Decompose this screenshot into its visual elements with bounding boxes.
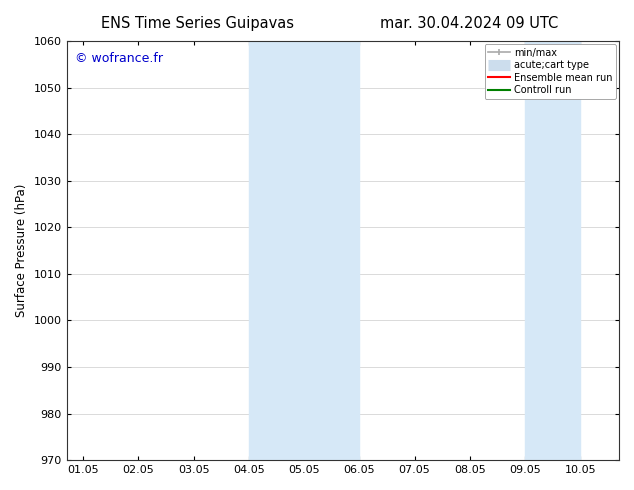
Legend: min/max, acute;cart type, Ensemble mean run, Controll run: min/max, acute;cart type, Ensemble mean … <box>484 44 616 99</box>
Text: mar. 30.04.2024 09 UTC: mar. 30.04.2024 09 UTC <box>380 16 558 31</box>
Bar <box>304 41 359 460</box>
Y-axis label: Surface Pressure (hPa): Surface Pressure (hPa) <box>15 184 28 318</box>
Text: ENS Time Series Guipavas: ENS Time Series Guipavas <box>101 16 294 31</box>
Text: © wofrance.fr: © wofrance.fr <box>75 51 163 65</box>
Bar <box>525 41 580 460</box>
Bar <box>249 41 304 460</box>
